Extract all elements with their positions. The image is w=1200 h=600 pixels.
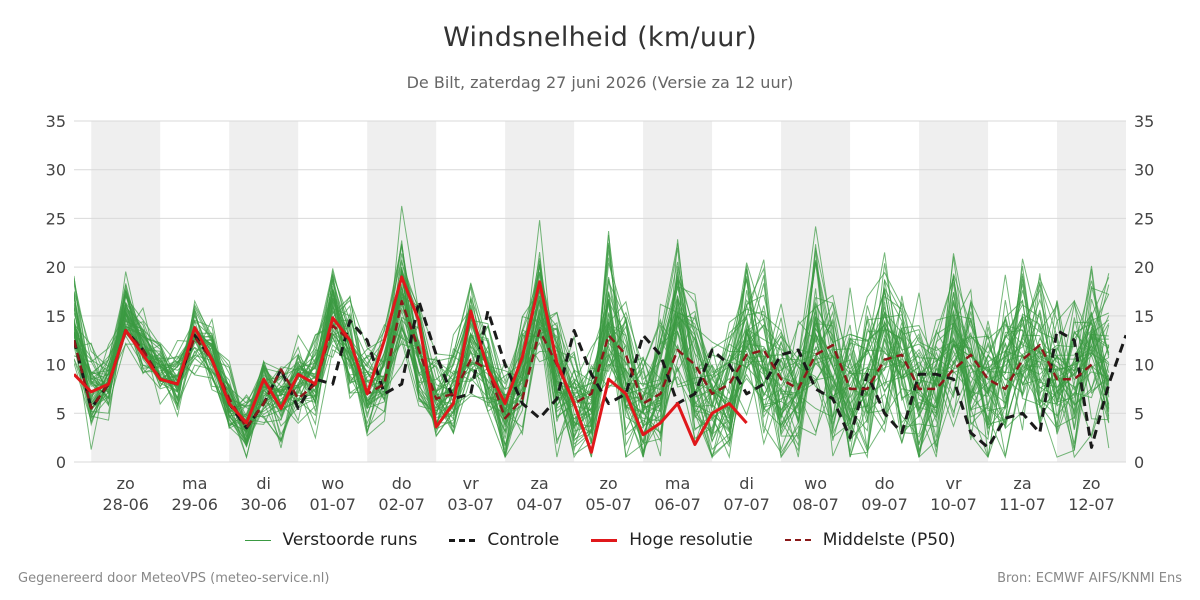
x-tick-date: 08-07 <box>792 495 839 514</box>
legend: Verstoorde runs Controle Hoge resolutie … <box>0 530 1200 550</box>
legend-item-median[interactable]: Middelste (P50) <box>784 530 956 550</box>
legend-swatch-high-res <box>591 538 618 542</box>
y-tick-label-left: 0 <box>56 453 66 472</box>
x-tick-weekday: za <box>531 474 549 493</box>
legend-label-median: Middelste (P50) <box>822 530 956 550</box>
legend-item-high-res[interactable]: Hoge resolutie <box>591 530 753 550</box>
x-tick-date: 06-07 <box>654 495 701 514</box>
x-tick-weekday: za <box>1013 474 1031 493</box>
x-tick-date: 30-06 <box>240 495 287 514</box>
x-tick-weekday: ma <box>665 474 690 493</box>
legend-label-high-res: Hoge resolutie <box>629 530 753 550</box>
y-tick-label-right: 0 <box>1134 453 1144 472</box>
x-tick-date: 29-06 <box>171 495 218 514</box>
y-tick-label-right: 25 <box>1134 209 1154 228</box>
x-tick-date: 05-07 <box>585 495 632 514</box>
legend-swatch-median <box>784 539 811 541</box>
ensemble-run-line <box>74 226 1109 460</box>
x-tick-date: 04-07 <box>516 495 563 514</box>
x-tick-date: 11-07 <box>999 495 1046 514</box>
y-tick-label-left: 25 <box>46 209 66 228</box>
series-group <box>74 205 1126 460</box>
y-tick-label-right: 5 <box>1134 404 1144 423</box>
x-tick-date: 28-06 <box>102 495 149 514</box>
legend-item-control[interactable]: Controle <box>449 530 559 550</box>
y-tick-label-left: 15 <box>46 307 66 326</box>
chart-title: Windsnelheid (km/uur) <box>443 22 757 53</box>
x-tick-weekday: wo <box>321 474 344 493</box>
y-tick-label-left: 30 <box>46 161 66 180</box>
legend-item-ensemble[interactable]: Verstoorde runs <box>244 530 418 550</box>
x-tick-weekday: vr <box>463 474 479 493</box>
y-tick-label-left: 20 <box>46 258 66 277</box>
y-tick-label-left: 10 <box>46 356 66 375</box>
footer-source: Bron: ECMWF AIFS/KNMI Ens <box>997 571 1182 586</box>
x-tick-date: 02-07 <box>378 495 425 514</box>
x-tick-weekday: vr <box>946 474 962 493</box>
x-tick-weekday: do <box>392 474 412 493</box>
high-res-line <box>74 275 748 454</box>
y-tick-label-right: 10 <box>1134 356 1154 375</box>
y-tick-label-left: 35 <box>46 112 66 131</box>
x-tick-weekday: wo <box>804 474 827 493</box>
x-tick-date: 09-07 <box>861 495 908 514</box>
y-tick-label-right: 20 <box>1134 258 1154 277</box>
x-tick-weekday: ma <box>182 474 207 493</box>
x-tick-weekday: zo <box>117 474 135 493</box>
y-tick-label-left: 5 <box>56 404 66 423</box>
x-tick-weekday: di <box>739 474 754 493</box>
x-tick-weekday: zo <box>1082 474 1100 493</box>
x-tick-date: 12-07 <box>1068 495 1115 514</box>
median-line <box>74 299 1093 430</box>
ensemble-run-line <box>74 262 1110 458</box>
y-tick-label-right: 15 <box>1134 307 1154 326</box>
x-tick-weekday: zo <box>600 474 618 493</box>
y-tick-label-right: 35 <box>1134 112 1154 131</box>
legend-swatch-control <box>449 538 476 542</box>
legend-label-control: Controle <box>487 530 560 550</box>
chart-subtitle: De Bilt, zaterdag 27 juni 2026 (Versie z… <box>406 73 794 92</box>
x-tick-weekday: do <box>875 474 895 493</box>
footer-generated: Gegenereerd door MeteoVPS (meteo-service… <box>18 571 330 586</box>
x-tick-date: 10-07 <box>930 495 977 514</box>
legend-swatch-ensemble <box>244 539 271 541</box>
x-tick-date: 01-07 <box>309 495 356 514</box>
x-tick-weekday: di <box>256 474 271 493</box>
x-tick-date: 03-07 <box>447 495 494 514</box>
x-tick-date: 07-07 <box>723 495 770 514</box>
legend-label-ensemble: Verstoorde runs <box>282 530 418 550</box>
y-tick-label-right: 30 <box>1134 161 1154 180</box>
